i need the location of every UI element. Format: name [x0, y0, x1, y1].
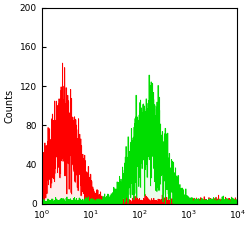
Y-axis label: Counts: Counts: [4, 89, 14, 123]
